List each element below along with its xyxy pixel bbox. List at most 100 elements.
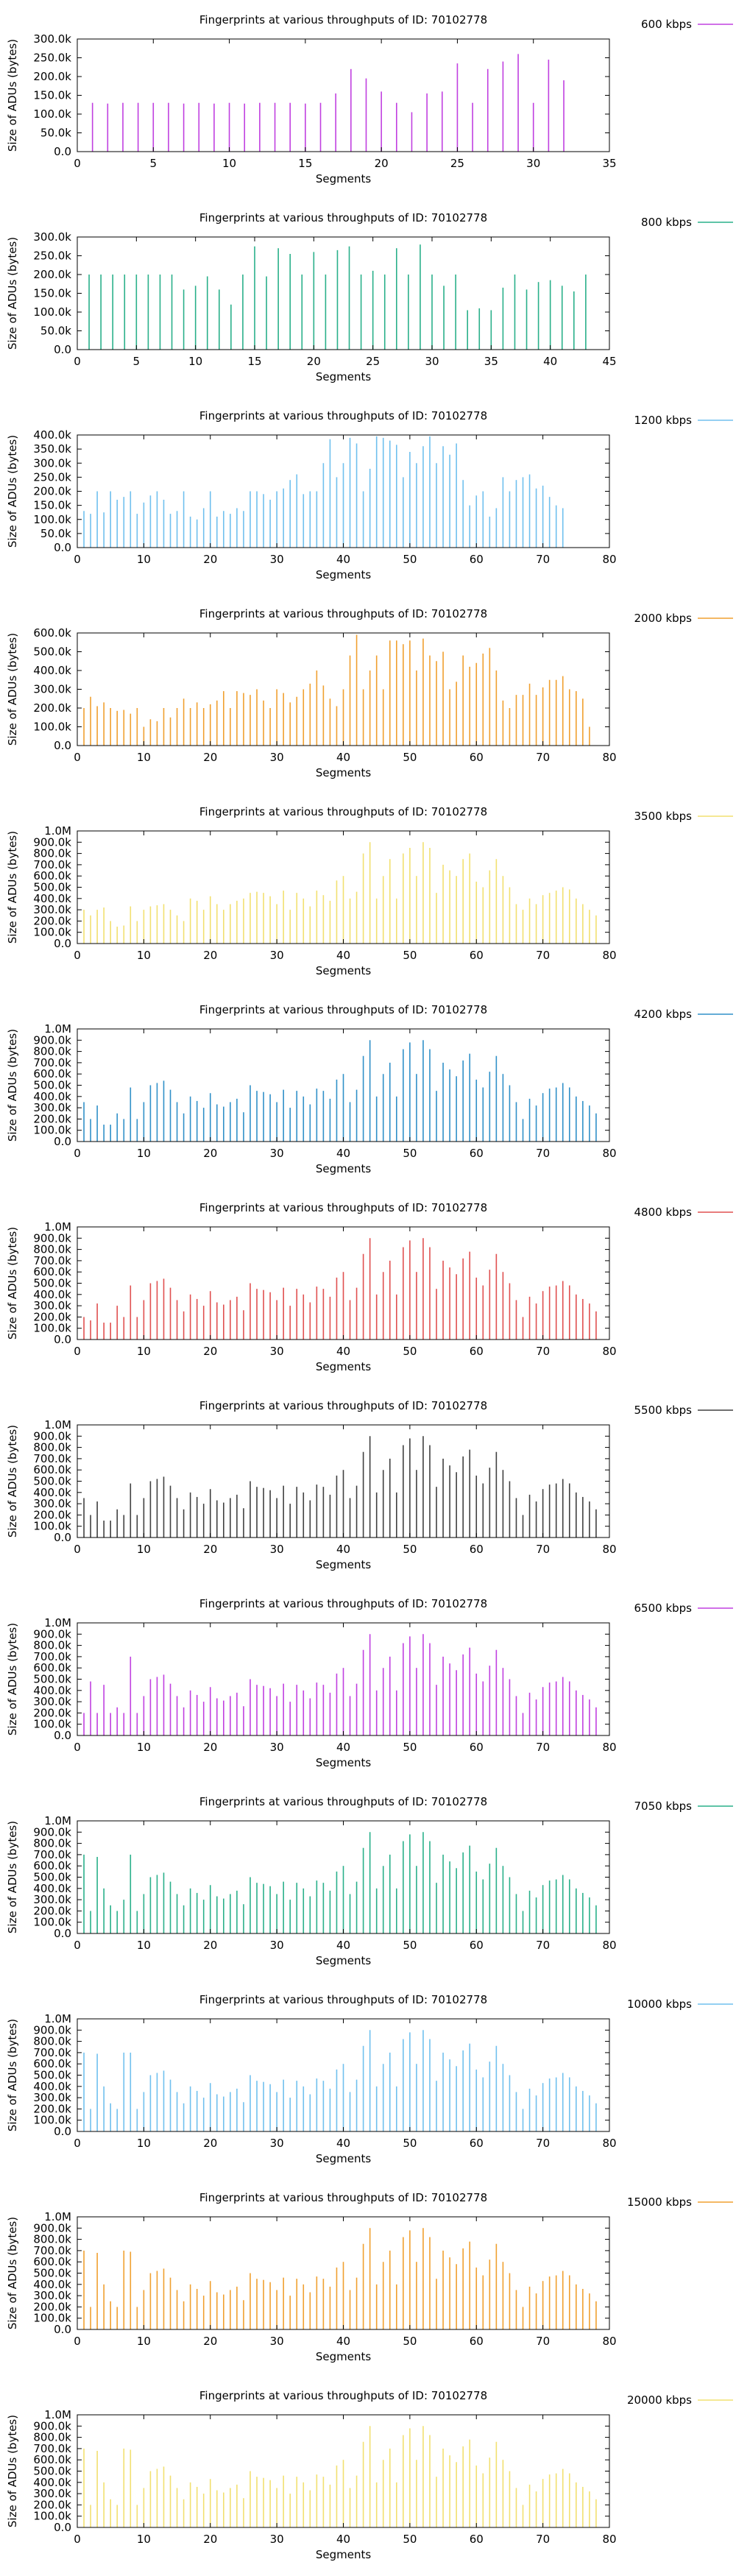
x-tick-label: 0 [74, 1345, 81, 1358]
y-tick-label: 700.0k [33, 1056, 71, 1069]
legend: 800 kbps [641, 216, 733, 229]
y-tick-label: 700.0k [33, 2442, 71, 2455]
x-tick-label: 0 [74, 1741, 81, 1754]
y-tick-label: 300.0k [33, 2289, 71, 2302]
y-tick-label: 300.0k [33, 2091, 71, 2104]
chart-title: Fingerprints at various throughputs of I… [199, 805, 487, 818]
chart-title: Fingerprints at various throughputs of I… [199, 1399, 487, 1412]
y-tick-label: 150.0k [33, 499, 71, 512]
x-tick-label: 70 [536, 1147, 550, 1160]
x-tick-label: 40 [336, 1543, 350, 1556]
legend: 6500 kbps [634, 1602, 733, 1615]
y-tick-label: 100.0k [33, 1718, 71, 1731]
y-tick-label: 800.0k [33, 1441, 71, 1454]
chart-title: Fingerprints at various throughputs of I… [199, 1597, 487, 1610]
y-tick-label: 200.0k [33, 701, 71, 715]
y-tick-label: 600.0k [33, 2255, 71, 2268]
legend: 600 kbps [641, 18, 733, 31]
x-tick-label: 0 [74, 1147, 81, 1160]
y-tick-label: 200.0k [33, 70, 71, 83]
y-tick-label: 600.0k [33, 1859, 71, 1872]
y-tick-label: 350.0k [33, 442, 71, 456]
y-tick-label: 300.0k [33, 903, 71, 916]
y-tick-label: 100.0k [33, 2312, 71, 2325]
legend: 2000 kbps [634, 612, 733, 625]
legend-label: 2000 kbps [634, 612, 693, 625]
y-axis-label: Size of ADUs (bytes) [6, 2019, 19, 2131]
legend-label: 20000 kbps [627, 2393, 692, 2407]
legend-label: 4800 kbps [634, 1206, 693, 1219]
y-tick-label: 100.0k [33, 513, 71, 526]
y-tick-label: 1.0M [44, 1022, 71, 1036]
chart-panel: Fingerprints at various throughputs of I… [6, 13, 733, 185]
x-tick-label: 50 [403, 1345, 417, 1358]
x-tick-label: 70 [536, 553, 550, 566]
y-tick-label: 900.0k [33, 1231, 71, 1245]
x-tick-label: 0 [74, 949, 81, 962]
x-tick-label: 0 [74, 2137, 81, 2150]
x-axis-label: Segments [316, 2350, 372, 2363]
y-tick-label: 0.0 [54, 739, 71, 752]
x-tick-label: 20 [203, 1543, 217, 1556]
x-axis-label: Segments [316, 2152, 372, 2165]
chart-panel: Fingerprints at various throughputs of I… [6, 1399, 733, 1571]
y-tick-label: 600.0k [33, 1067, 71, 1080]
x-tick-label: 0 [74, 1939, 81, 1952]
y-tick-label: 1.0M [44, 824, 71, 838]
x-tick-label: 0 [74, 355, 81, 368]
y-tick-label: 800.0k [33, 847, 71, 860]
y-tick-label: 900.0k [33, 1825, 71, 1839]
y-tick-label: 250.0k [33, 250, 71, 263]
y-tick-label: 400.0k [33, 1090, 71, 1103]
y-tick-label: 150.0k [33, 89, 71, 102]
x-tick-label: 30 [270, 1741, 284, 1754]
x-tick-label: 45 [602, 355, 616, 368]
chart-panel: Fingerprints at various throughputs of I… [6, 607, 733, 779]
x-tick-label: 60 [470, 553, 484, 566]
y-axis-label: Size of ADUs (bytes) [6, 2415, 19, 2527]
legend: 7050 kbps [634, 1800, 733, 1813]
y-tick-label: 600.0k [33, 2453, 71, 2466]
legend-label: 4200 kbps [634, 1008, 693, 1021]
x-tick-label: 40 [336, 1345, 350, 1358]
x-tick-label: 60 [470, 1345, 484, 1358]
y-tick-label: 0.0 [54, 2323, 71, 2336]
x-tick-label: 50 [403, 1741, 417, 1754]
y-tick-label: 0.0 [54, 541, 71, 554]
plot-frame [77, 236, 610, 350]
y-tick-label: 200.0k [33, 1310, 71, 1323]
y-tick-label: 0.0 [54, 1135, 71, 1148]
x-tick-label: 20 [203, 553, 217, 566]
x-tick-label: 20 [203, 1939, 217, 1952]
x-tick-label: 30 [425, 355, 439, 368]
y-tick-label: 300.0k [33, 683, 71, 696]
x-tick-label: 50 [403, 1939, 417, 1952]
y-tick-label: 100.0k [33, 721, 71, 734]
x-tick-label: 0 [74, 751, 81, 764]
y-tick-label: 600.0k [33, 1463, 71, 1476]
y-tick-label: 400.0k [33, 1486, 71, 1499]
x-tick-label: 5 [133, 355, 141, 368]
x-tick-label: 80 [602, 1147, 616, 1160]
y-tick-label: 50.0k [40, 325, 71, 338]
y-tick-label: 500.0k [33, 645, 71, 659]
chart-title: Fingerprints at various throughputs of I… [199, 607, 487, 620]
x-tick-label: 60 [470, 2335, 484, 2348]
y-tick-label: 400.0k [33, 428, 71, 442]
legend: 3500 kbps [634, 810, 733, 823]
x-tick-label: 10 [222, 157, 236, 170]
y-tick-label: 300.0k [33, 1299, 71, 1312]
y-tick-label: 700.0k [33, 1650, 71, 1663]
x-tick-label: 20 [203, 2137, 217, 2150]
y-tick-label: 500.0k [33, 2465, 71, 2478]
x-tick-label: 70 [536, 751, 550, 764]
x-tick-label: 60 [470, 2137, 484, 2150]
chart-panel: Fingerprints at various throughputs of I… [6, 409, 733, 581]
y-tick-label: 250.0k [33, 52, 71, 65]
y-axis-label: Size of ADUs (bytes) [6, 1227, 19, 1340]
x-tick-label: 35 [602, 157, 616, 170]
y-tick-label: 1.0M [44, 2210, 71, 2223]
y-tick-label: 700.0k [33, 858, 71, 871]
x-tick-label: 80 [602, 1543, 616, 1556]
